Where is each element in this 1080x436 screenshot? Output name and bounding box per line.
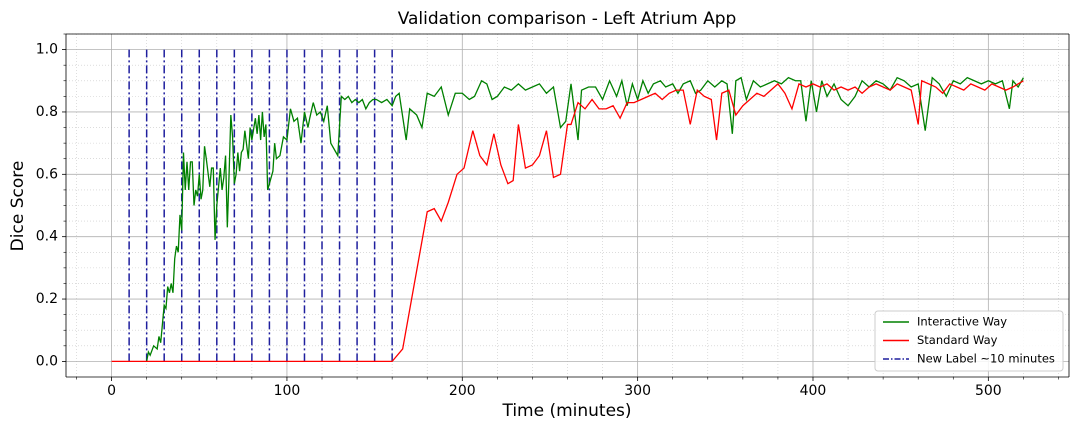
x-tick-label: 0 bbox=[107, 383, 116, 399]
y-tick-label: 0.0 bbox=[36, 353, 58, 369]
x-tick-label: 500 bbox=[975, 383, 1002, 399]
y-tick-label: 0.8 bbox=[36, 104, 58, 120]
x-axis-label: Time (minutes) bbox=[501, 401, 631, 421]
x-tick-label: 200 bbox=[449, 383, 476, 399]
legend-label: Interactive Way bbox=[917, 315, 1007, 329]
legend-label: New Label ~10 minutes bbox=[917, 352, 1055, 366]
y-tick-label: 1.0 bbox=[36, 42, 58, 58]
x-tick-label: 400 bbox=[800, 383, 827, 399]
y-tick-label: 0.6 bbox=[36, 166, 58, 182]
legend: Interactive Way Standard Way New Label ~10… bbox=[874, 310, 1064, 372]
legend-label: Standard Way bbox=[917, 333, 998, 347]
series-line bbox=[146, 76, 1024, 362]
chart-title: Validation comparison - Left Atrium App bbox=[398, 9, 737, 29]
y-tick-label: 0.2 bbox=[36, 291, 58, 307]
series-line bbox=[111, 79, 1024, 363]
y-tick-label: 0.4 bbox=[36, 229, 58, 245]
x-tick-label: 300 bbox=[624, 383, 651, 399]
y-axis-label: Dice Score bbox=[8, 161, 28, 252]
x-tick-label: 100 bbox=[274, 383, 301, 399]
legend-box bbox=[874, 310, 1064, 372]
